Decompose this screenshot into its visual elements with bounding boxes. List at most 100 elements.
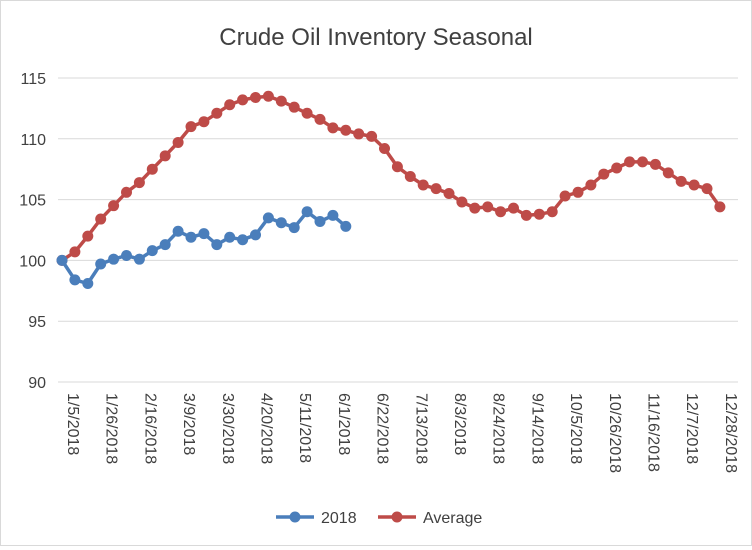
data-point-average — [637, 156, 648, 168]
y-tick-label: 115 — [20, 71, 46, 88]
data-point-average — [172, 136, 184, 148]
data-point-average — [585, 179, 597, 191]
data-point-average — [224, 99, 236, 111]
legend-label-average: Average — [423, 510, 482, 527]
data-point-average — [675, 175, 687, 187]
data-point-2018 — [198, 228, 210, 240]
data-point-average — [391, 161, 403, 173]
data-point-average — [108, 200, 120, 212]
data-point-average — [82, 230, 94, 242]
y-tick-label: 110 — [20, 132, 46, 149]
data-point-average — [520, 209, 532, 221]
data-point-2018 — [56, 254, 68, 266]
data-point-average — [688, 179, 700, 191]
x-tick-label: 10/5/2018 — [567, 393, 584, 464]
x-tick-label: 4/20/2018 — [258, 393, 275, 464]
data-point-2018 — [133, 253, 145, 265]
data-point-2018 — [211, 239, 223, 251]
legend-label-2018: 2018 — [321, 510, 357, 527]
x-axis-tick-labels: 1/5/2018 1/26/2018 2/16/2018 3/9/2018 3/30/2… — [64, 393, 739, 473]
data-point-average — [662, 167, 674, 179]
data-point-average — [314, 113, 326, 125]
data-point-2018 — [159, 239, 171, 251]
data-point-average — [714, 201, 726, 213]
data-point-average — [495, 206, 507, 218]
x-tick-label: 12/7/2018 — [683, 393, 700, 464]
data-point-average — [443, 188, 455, 200]
legend-marker-average — [391, 511, 403, 523]
y-tick-label: 90 — [28, 375, 46, 392]
data-point-average — [133, 177, 145, 189]
data-point-2018 — [340, 220, 352, 232]
data-point-average — [417, 179, 429, 191]
data-point-2018 — [82, 278, 94, 290]
x-tick-label: 12/28/2018 — [722, 393, 739, 473]
y-tick-label: 105 — [19, 193, 46, 210]
data-point-average — [482, 201, 494, 213]
series-average — [56, 90, 726, 266]
data-point-average — [275, 95, 287, 107]
x-tick-label: 3/9/2018 — [180, 393, 197, 455]
data-point-average — [469, 202, 481, 214]
x-tick-label: 2/16/2018 — [141, 393, 158, 464]
chart-title: Crude Oil Inventory Seasonal — [219, 24, 533, 51]
x-tick-label: 6/22/2018 — [374, 393, 391, 464]
data-point-average — [159, 150, 171, 162]
data-point-average — [430, 183, 442, 195]
data-point-2018 — [250, 229, 261, 241]
data-point-2018 — [275, 217, 287, 229]
data-point-2018 — [172, 225, 184, 237]
data-point-2018 — [108, 253, 120, 265]
data-point-average — [327, 122, 339, 134]
data-point-average — [146, 163, 158, 175]
data-point-average — [353, 128, 365, 140]
data-point-average — [366, 130, 378, 142]
data-point-2018 — [301, 206, 313, 218]
x-tick-label: 7/13/2018 — [412, 393, 429, 464]
y-tick-label: 95 — [28, 314, 46, 331]
data-point-average — [379, 143, 390, 155]
x-tick-label: 10/26/2018 — [606, 393, 623, 473]
data-point-2018 — [185, 231, 197, 243]
x-tick-label: 8/3/2018 — [451, 393, 468, 455]
data-point-average — [701, 183, 713, 195]
data-series — [56, 90, 726, 290]
data-point-2018 — [95, 258, 107, 270]
data-point-average — [211, 107, 223, 119]
data-point-2018 — [69, 274, 81, 286]
data-point-average — [611, 162, 623, 174]
data-point-2018 — [327, 209, 339, 221]
data-point-average — [250, 91, 261, 103]
data-point-average — [198, 116, 210, 128]
data-point-average — [95, 213, 107, 225]
data-point-2018 — [224, 231, 236, 243]
data-point-average — [649, 158, 661, 170]
x-tick-label: 6/1/2018 — [335, 393, 352, 455]
data-point-average — [508, 202, 519, 214]
data-point-average — [237, 94, 249, 106]
data-point-average — [69, 246, 81, 258]
data-point-average — [559, 190, 571, 202]
legend-item-average: Average — [378, 510, 482, 527]
data-point-average — [533, 208, 545, 220]
data-point-2018 — [314, 215, 326, 227]
data-point-average — [624, 156, 636, 168]
x-tick-label: 3/30/2018 — [219, 393, 236, 464]
series-line-average — [60, 94, 722, 263]
data-point-average — [598, 168, 610, 180]
data-point-average — [340, 124, 352, 136]
x-tick-label: 5/11/2018 — [296, 393, 313, 463]
x-tick-label: 9/14/2018 — [528, 393, 545, 464]
data-point-average — [546, 206, 558, 218]
series-2018 — [56, 206, 352, 290]
legend-marker-2018 — [289, 511, 301, 523]
data-point-average — [456, 196, 468, 208]
data-point-2018 — [262, 212, 274, 224]
gridlines — [58, 77, 738, 383]
legend: 2018 Average — [276, 510, 482, 527]
data-point-average — [288, 101, 300, 113]
data-point-average — [262, 90, 274, 102]
y-axis-tick-labels: 90 95 100 105 110 115 — [19, 71, 46, 392]
